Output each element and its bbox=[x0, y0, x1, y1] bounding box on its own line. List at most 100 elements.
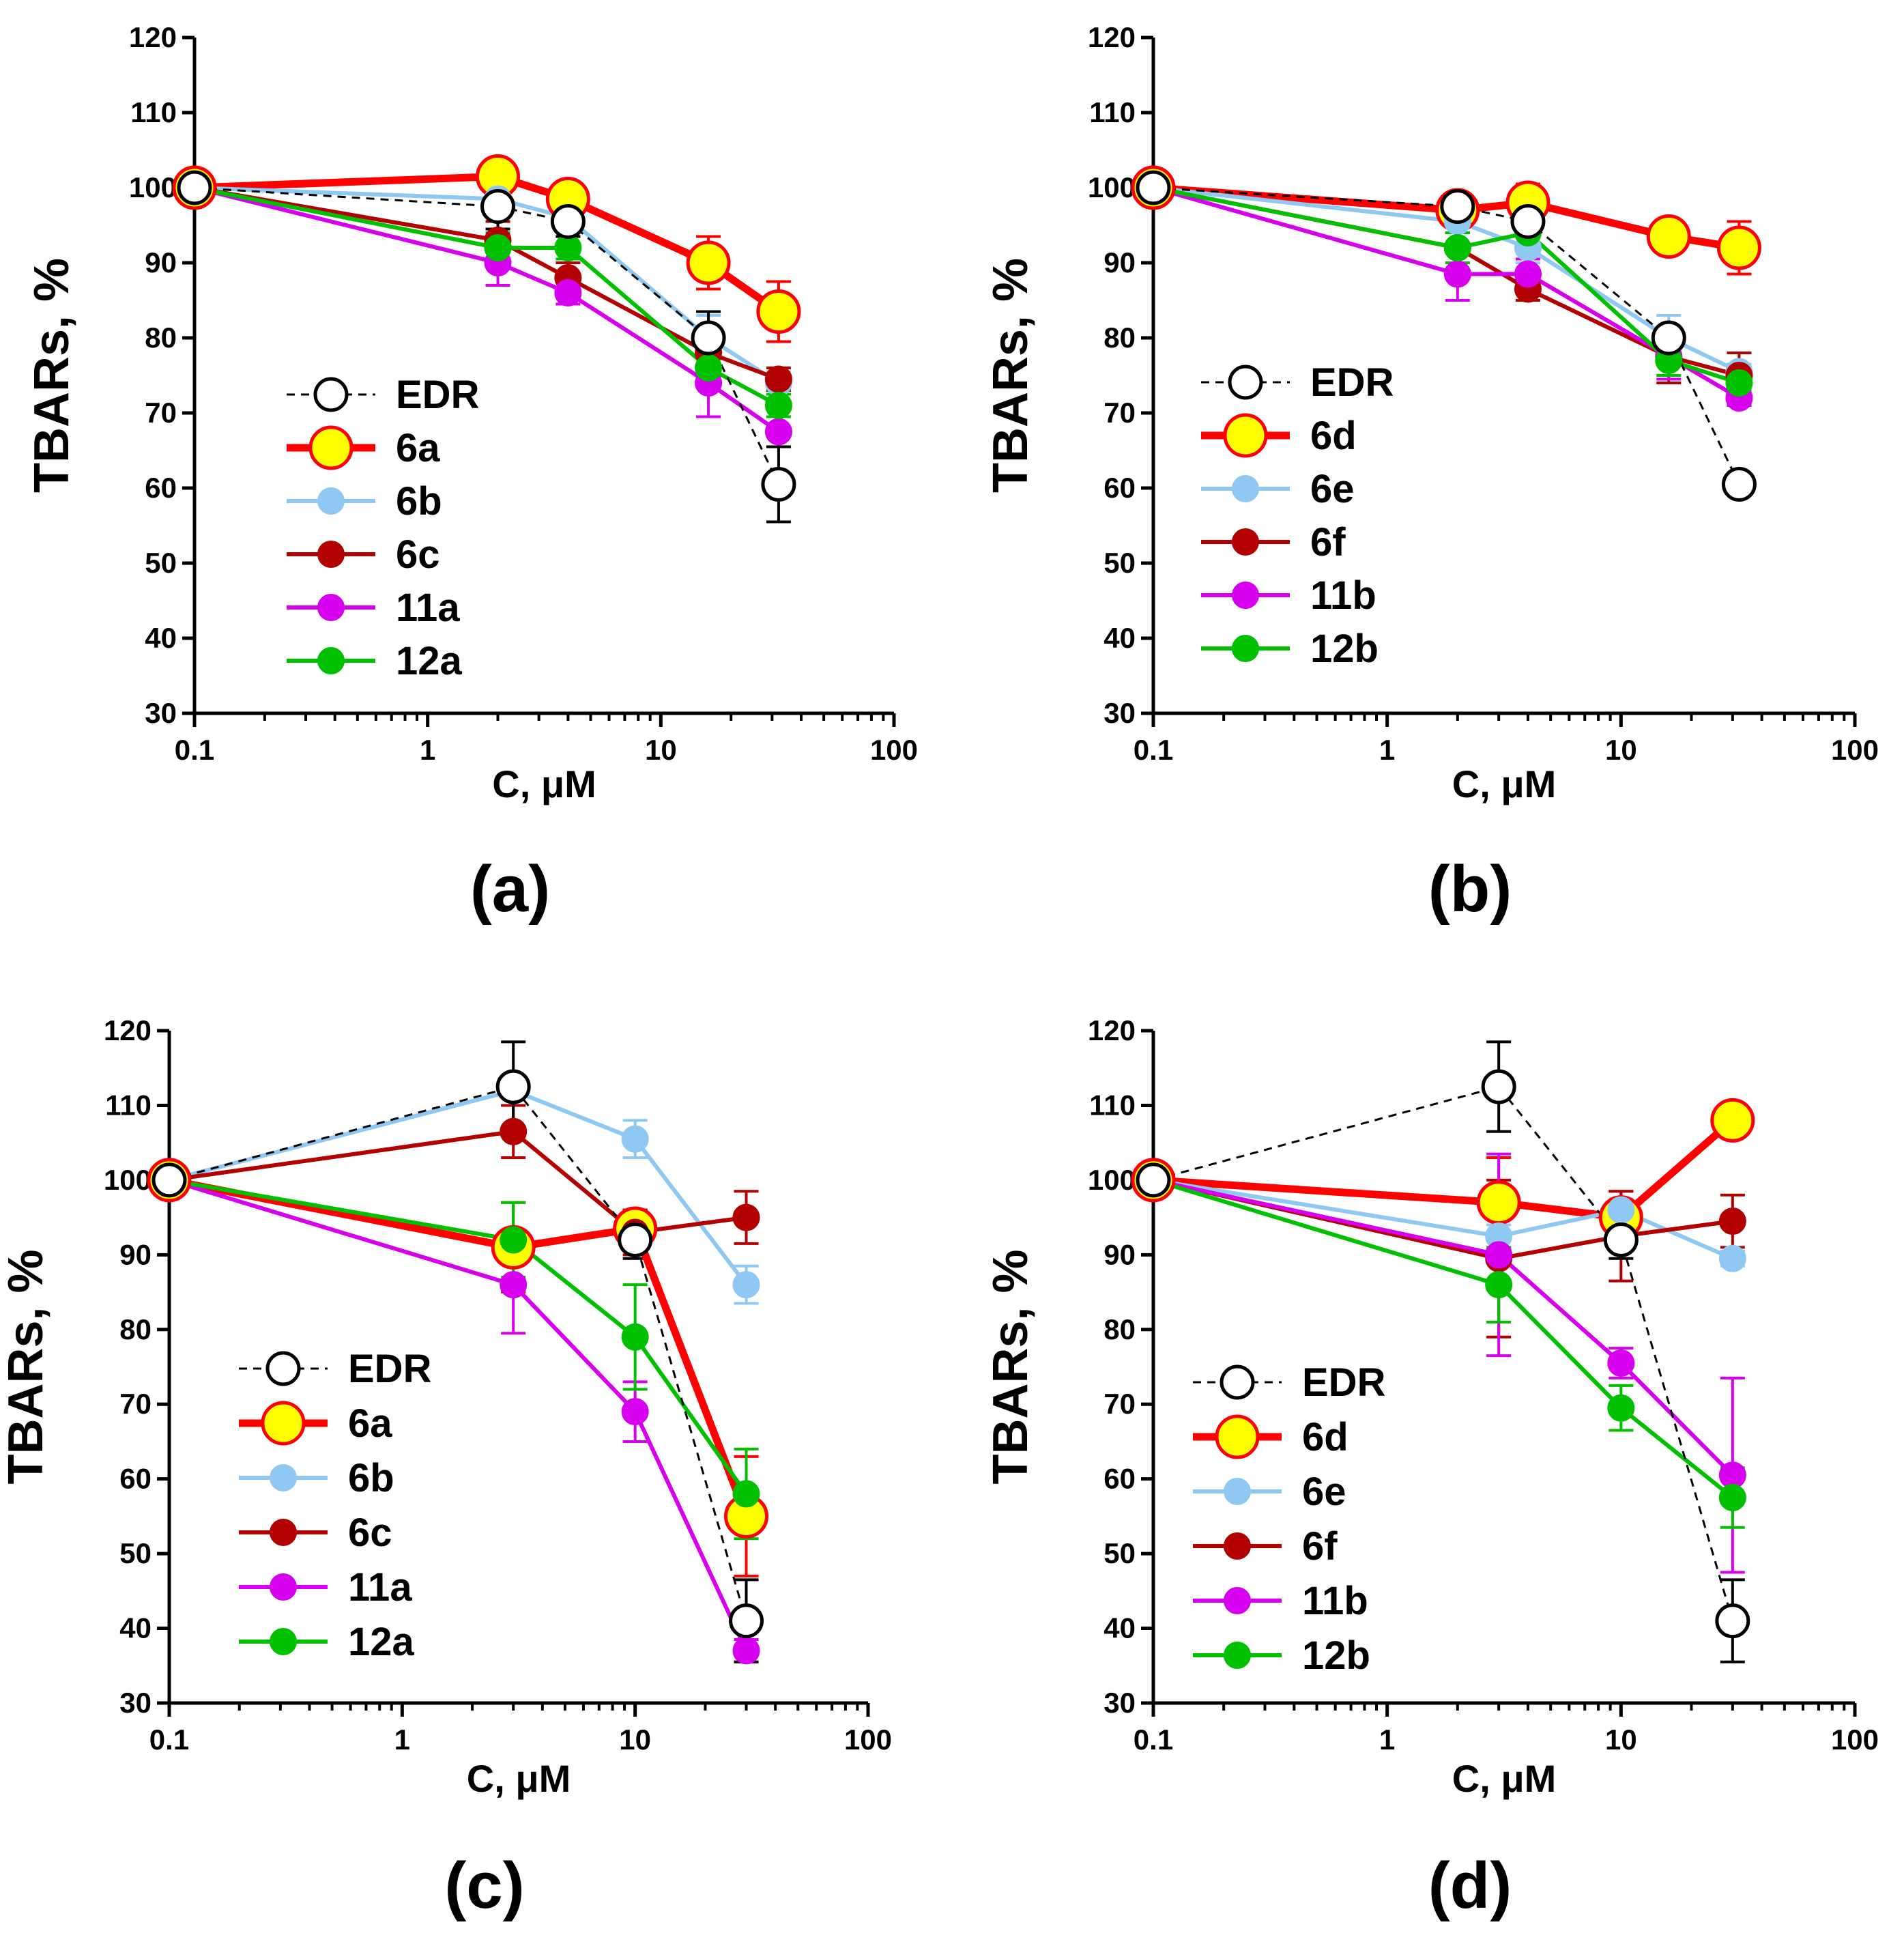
data-point-6a bbox=[756, 289, 801, 334]
data-point-11a bbox=[621, 1398, 649, 1426]
x-axis-title: C, μM bbox=[1452, 1757, 1556, 1800]
legend-label-11a: 11a bbox=[348, 1565, 412, 1610]
legend-label-6a: 6a bbox=[348, 1401, 392, 1446]
data-point-EDR bbox=[691, 320, 726, 356]
data-point-12a bbox=[764, 392, 792, 419]
legend-label-EDR: EDR bbox=[396, 373, 479, 417]
y-tick-label: 70 bbox=[145, 397, 177, 429]
data-point-EDR bbox=[761, 467, 796, 502]
y-tick-label: 80 bbox=[145, 321, 177, 354]
panel-label: (d) bbox=[1428, 1849, 1512, 1922]
data-point-11a bbox=[500, 1271, 528, 1299]
data-point-6b bbox=[621, 1125, 649, 1153]
legend-label-12b: 12b bbox=[1302, 1633, 1370, 1678]
x-tick-label: 0.1 bbox=[149, 1724, 189, 1756]
data-point-12a bbox=[484, 234, 512, 261]
x-axis-title: C, μM bbox=[492, 762, 596, 805]
legend-label-EDR: EDR bbox=[1310, 360, 1394, 405]
y-tick-label: 100 bbox=[129, 171, 177, 203]
data-point-6c bbox=[732, 1203, 760, 1231]
series-line-11a bbox=[169, 1178, 749, 1652]
data-point-12a bbox=[732, 1480, 760, 1508]
y-tick-label: 50 bbox=[145, 547, 177, 579]
data-point-EDR bbox=[1651, 320, 1686, 356]
data-point-11a bbox=[732, 1637, 760, 1665]
y-tick-label: 40 bbox=[1104, 1612, 1136, 1644]
legend-label-6f: 6f bbox=[1310, 520, 1346, 564]
x-tick-label: 1 bbox=[1379, 1724, 1395, 1756]
legend-label-11b: 11b bbox=[1310, 573, 1376, 618]
data-point-12a bbox=[621, 1323, 649, 1351]
legend-marker-6b bbox=[270, 1464, 297, 1491]
legend-label-6d: 6d bbox=[1310, 414, 1357, 458]
legend-marker-6f bbox=[1232, 528, 1259, 556]
legend-label-6a: 6a bbox=[396, 426, 440, 470]
y-tick-label: 60 bbox=[1104, 472, 1136, 504]
data-point-6d bbox=[1646, 214, 1691, 259]
y-tick-label: 50 bbox=[1104, 1537, 1136, 1569]
data-point-11b bbox=[1485, 1241, 1513, 1269]
x-tick-label: 100 bbox=[844, 1724, 892, 1756]
legend-label-6f: 6f bbox=[1302, 1524, 1338, 1569]
legend-label-11b: 11b bbox=[1302, 1579, 1368, 1623]
legend-label-12a: 12a bbox=[348, 1620, 415, 1664]
legend-marker-6e bbox=[1224, 1478, 1251, 1505]
data-point-6c bbox=[764, 365, 792, 393]
legend-marker-12b bbox=[1232, 635, 1259, 662]
data-point-12b bbox=[1485, 1271, 1513, 1299]
legend-marker-11b bbox=[1224, 1587, 1251, 1614]
data-point-11a bbox=[764, 418, 792, 446]
data-point-EDR bbox=[1136, 1162, 1171, 1198]
legend-marker-6d bbox=[1223, 413, 1268, 458]
y-tick-label: 70 bbox=[1104, 1388, 1136, 1420]
data-point-EDR bbox=[618, 1222, 653, 1257]
data-point-11b bbox=[1514, 260, 1542, 288]
legend-label-EDR: EDR bbox=[348, 1347, 431, 1391]
y-tick-label: 40 bbox=[145, 622, 177, 654]
data-point-6d bbox=[1476, 1180, 1521, 1225]
legend-label-6c: 6c bbox=[348, 1511, 392, 1555]
legend-marker-6e bbox=[1232, 475, 1259, 502]
data-point-12b bbox=[1725, 369, 1753, 397]
y-tick-label: 90 bbox=[1104, 246, 1136, 278]
x-tick-label: 0.1 bbox=[1134, 734, 1173, 766]
y-tick-label: 50 bbox=[1104, 547, 1136, 579]
series-line-6c bbox=[169, 1129, 747, 1235]
y-tick-label: 120 bbox=[129, 21, 177, 53]
legend-label-6e: 6e bbox=[1310, 467, 1355, 511]
y-tick-label: 70 bbox=[119, 1388, 152, 1420]
y-tick-label: 90 bbox=[1104, 1238, 1136, 1270]
y-tick-label: 50 bbox=[119, 1537, 152, 1569]
y-tick-label: 110 bbox=[105, 1089, 152, 1121]
y-tick-label: 30 bbox=[1104, 697, 1136, 729]
data-point-11b bbox=[1443, 260, 1471, 288]
data-point-EDR bbox=[495, 1069, 531, 1104]
legend-marker-EDR bbox=[1228, 364, 1263, 400]
x-tick-label: 10 bbox=[1605, 734, 1637, 766]
data-point-6c bbox=[500, 1117, 528, 1145]
series-line-EDR bbox=[1153, 1085, 1734, 1622]
legend-label-12a: 12a bbox=[396, 639, 463, 683]
data-point-12a bbox=[500, 1226, 528, 1254]
x-tick-label: 10 bbox=[619, 1724, 651, 1756]
y-tick-label: 110 bbox=[1089, 1089, 1136, 1121]
legend-label-6c: 6c bbox=[396, 532, 440, 577]
y-tick-label: 80 bbox=[1104, 321, 1136, 354]
data-point-6b bbox=[732, 1271, 760, 1299]
legend-marker-12a bbox=[317, 647, 345, 674]
series-line-11a bbox=[194, 186, 780, 433]
series-line-6a bbox=[168, 1176, 750, 1518]
data-point-12b bbox=[1718, 1484, 1746, 1512]
x-tick-label: 100 bbox=[870, 734, 918, 766]
data-point-EDR bbox=[480, 189, 516, 224]
series-line-12a bbox=[169, 1177, 748, 1496]
y-tick-label: 40 bbox=[1104, 622, 1136, 654]
data-point-12a bbox=[695, 354, 723, 382]
data-point-EDR bbox=[550, 204, 586, 239]
y-tick-label: 120 bbox=[1088, 21, 1136, 53]
data-point-6d bbox=[1716, 225, 1761, 270]
y-axis-title: TBARs, % bbox=[0, 1249, 53, 1484]
